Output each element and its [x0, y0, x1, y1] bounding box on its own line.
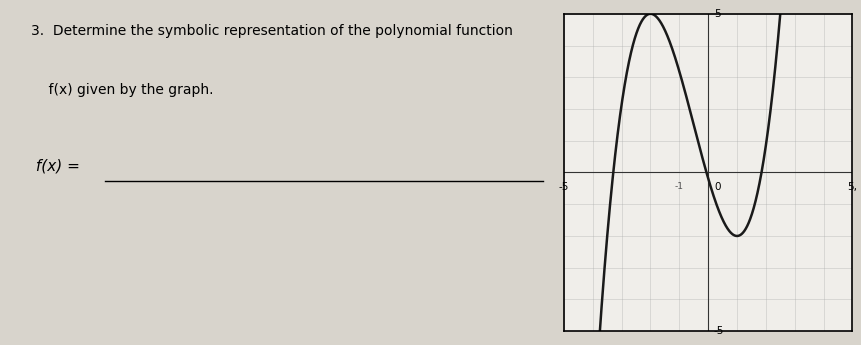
Text: 5: 5: [714, 9, 721, 19]
Text: -1: -1: [675, 182, 684, 191]
Text: f(x) given by the graph.: f(x) given by the graph.: [31, 83, 214, 97]
Text: 5,: 5,: [847, 182, 858, 192]
Text: 0: 0: [714, 182, 721, 192]
Text: f(x) =: f(x) =: [31, 159, 79, 174]
Text: 3.  Determine the symbolic representation of the polynomial function: 3. Determine the symbolic representation…: [31, 24, 512, 38]
Text: -5: -5: [714, 326, 724, 336]
Text: -5: -5: [559, 182, 569, 192]
